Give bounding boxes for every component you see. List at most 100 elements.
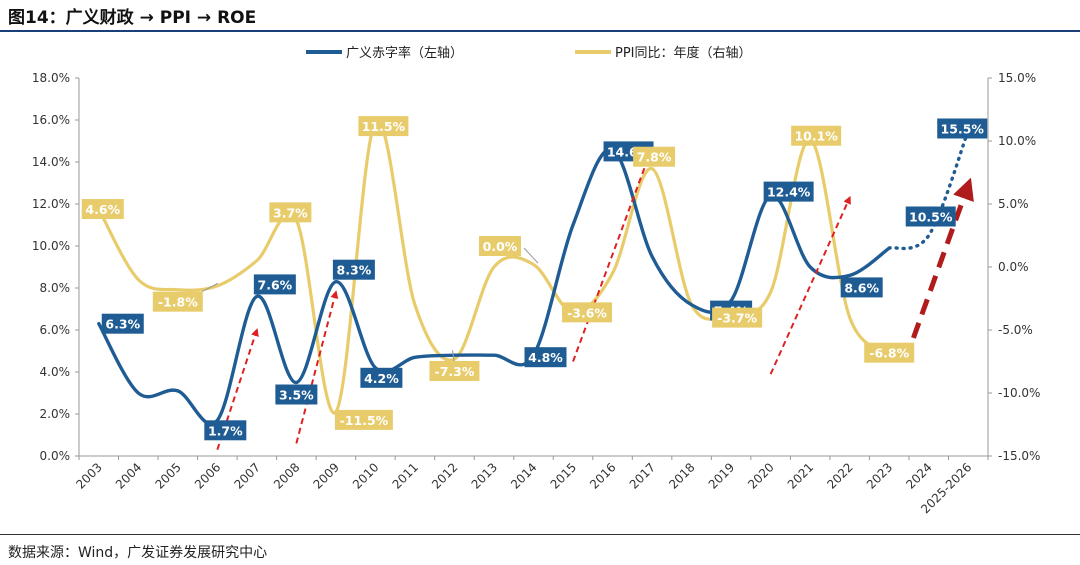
series-line-deficit-projection: [887, 128, 970, 251]
y-left-tick-label: 12.0%: [32, 197, 70, 211]
footer-rule: [0, 534, 1080, 535]
x-tick-label: 2020: [745, 460, 776, 491]
data-label-deficit: 3.5%: [279, 388, 314, 403]
data-label-ppi: 4.6%: [85, 202, 120, 217]
data-label-deficit: 1.7%: [208, 423, 243, 438]
data-label-box-ppi: [864, 342, 915, 363]
data-label-deficit: 10.5%: [909, 210, 953, 225]
y-left-tick-label: 6.0%: [40, 323, 71, 337]
x-tick-label: 2005: [152, 460, 183, 491]
data-label-box-ppi: [269, 202, 312, 223]
chart: 0.0% 2.0% 4.0% 6.0% 8.0% 10.0% 12.0% 14.0% 16.0%…: [32, 45, 1041, 516]
data-label-deficit: 15.5%: [941, 122, 985, 137]
data-label-box-deficit: [101, 313, 144, 334]
chart-title: 图14：广义财政 → PPI → ROE: [8, 8, 257, 28]
series-line-deficit: [97, 147, 891, 426]
data-label-deficit: 4.8%: [528, 350, 563, 365]
x-tick-label: 2019: [706, 460, 737, 491]
trend-arrow: [572, 145, 654, 362]
data-label-box-deficit: [905, 206, 956, 227]
data-label-box-ppi: [152, 291, 203, 312]
x-tick-label: 2004: [113, 460, 144, 491]
x-tick-label: 2008: [271, 460, 302, 491]
data-label-box-ppi: [791, 125, 842, 146]
data-label-box-deficit: [840, 277, 883, 298]
y-left-tick-label: 2.0%: [40, 407, 71, 421]
data-label-deficit: 8.6%: [844, 280, 879, 295]
y-right-tick-label: 0.0%: [998, 260, 1029, 274]
series-layer: [97, 119, 970, 426]
data-label-ppi: -11.5%: [340, 413, 389, 428]
y-left-tick-label: 8.0%: [40, 281, 71, 295]
x-tick-label: 2024: [903, 460, 934, 491]
data-label-ppi: 0.0%: [483, 239, 518, 254]
forecast-arrow: [902, 177, 974, 363]
data-label-ppi: 10.1%: [794, 129, 838, 144]
annotation-layer: [216, 145, 974, 451]
y-right-tick-label: 5.0%: [998, 197, 1029, 211]
data-label-box-ppi: [562, 302, 613, 323]
data-label-box-deficit: [937, 118, 988, 139]
data-label-box-deficit: [524, 347, 567, 368]
data-label-ppi: -3.6%: [567, 305, 607, 320]
data-label-box-deficit: [204, 420, 247, 441]
y-right-tick-label: -15.0%: [998, 449, 1040, 463]
y-left-tick-label: 14.0%: [32, 155, 70, 169]
data-label-box-deficit: [275, 384, 318, 405]
data-label-box-deficit: [253, 274, 296, 295]
data-label-box-ppi: [429, 360, 480, 381]
data-label-deficit: 8.3%: [337, 263, 372, 278]
data-label-ppi: -7.3%: [435, 364, 475, 379]
x-tick-label: 2010: [350, 460, 381, 491]
legend-label-deficit: 广义赤字率（左轴）: [346, 45, 463, 61]
x-tick-label: 2021: [785, 460, 816, 491]
x-tick-label: 2022: [824, 460, 855, 491]
y-left-tick-label: 4.0%: [40, 365, 71, 379]
trend-arrow: [769, 195, 851, 375]
label-leader-line: [451, 350, 455, 364]
y-right-tick-label: 10.0%: [998, 134, 1036, 148]
x-tick-label: 2011: [390, 460, 421, 491]
data-label-ppi: 11.5%: [362, 119, 406, 134]
legend: 广义赤字率（左轴） PPI同比：年度（右轴）: [306, 45, 752, 61]
x-tick-label: 2015: [548, 460, 579, 491]
x-tick-label: 2006: [192, 460, 223, 491]
y-right-tick-label: -10.0%: [998, 386, 1040, 400]
label-leader-line: [523, 247, 539, 264]
data-label-layer: 6.3%1.7%7.6%3.5%8.3%4.2%4.8%14.6%7.4%12.…: [81, 116, 988, 441]
data-label-deficit: 4.2%: [364, 371, 399, 386]
y-left-tick-label: 0.0%: [40, 449, 71, 463]
legend-label-ppi: PPI同比：年度（右轴）: [615, 45, 752, 61]
x-tick-label: 2014: [508, 460, 539, 491]
data-label-ppi: 7.8%: [637, 150, 672, 165]
data-label-ppi: -3.7%: [717, 311, 757, 326]
data-label-deficit: 6.3%: [105, 317, 140, 332]
x-tick-label: 2016: [587, 460, 618, 491]
data-label-box-ppi: [633, 146, 676, 167]
data-label-box-deficit: [360, 367, 403, 388]
source-note: 数据来源：Wind，广发证券发展研究中心: [8, 545, 268, 561]
data-label-ppi: -1.8%: [158, 295, 198, 310]
y-right-tick-label: -5.0%: [998, 323, 1033, 337]
x-tick-label: 2023: [864, 460, 895, 491]
data-label-box-ppi: [334, 409, 393, 430]
x-tick-label: 2009: [311, 460, 342, 491]
x-tick-label: 2007: [231, 460, 262, 491]
data-label-ppi: 3.7%: [273, 205, 308, 220]
data-label-deficit: 12.4%: [767, 185, 811, 200]
data-label-box-ppi: [478, 236, 521, 256]
x-tick-label: 2013: [469, 460, 500, 491]
y-left-tick-label: 16.0%: [32, 113, 70, 127]
y-left-tick-label: 18.0%: [32, 71, 70, 85]
series-line-ppi: [97, 119, 891, 415]
data-label-ppi: -6.8%: [869, 346, 909, 361]
data-label-box-deficit: [332, 259, 375, 280]
x-tick-label: 2017: [627, 460, 658, 491]
trend-arrow: [295, 290, 339, 444]
data-label-box-ppi: [81, 199, 124, 220]
x-tick-label: 2012: [429, 460, 460, 491]
y-left-tick-label: 10.0%: [32, 239, 70, 253]
data-label-box-deficit: [763, 181, 814, 202]
x-tick-label: 2003: [73, 460, 104, 491]
data-label-deficit: 7.6%: [258, 277, 293, 292]
